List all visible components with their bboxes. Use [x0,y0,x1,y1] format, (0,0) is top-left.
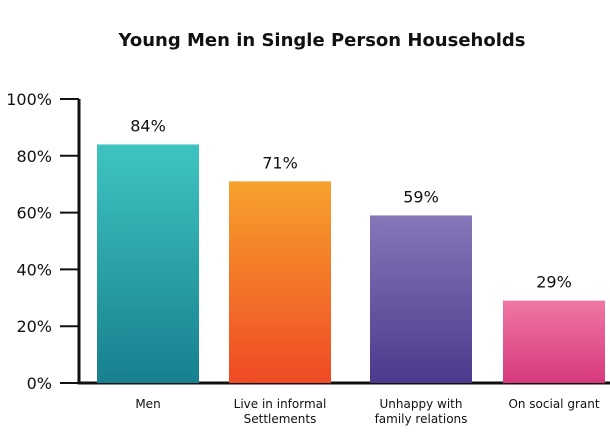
x-tick-label: Men [135,397,160,411]
bar [97,144,199,383]
data-label: 84% [130,116,166,135]
chart-title: Young Men in Single Person Households [117,30,525,51]
x-tick-label: Live in informal Settlements [234,397,327,426]
x-axis-ticks: Men Live in informal Settlements Unhappy wi… [135,397,600,426]
data-label: 71% [262,153,298,172]
x-tick-label: Unhappy with family relations [375,397,468,426]
bar-series [97,144,605,383]
y-tick-label: 80% [16,147,52,166]
bar [503,300,605,383]
y-tick-label: 60% [16,204,52,223]
bar [229,181,331,383]
x-tick-label: On social grant [508,397,599,411]
data-labels: 84% 71% 59% 29% [130,116,572,291]
y-tick-label: 40% [16,260,52,279]
data-label: 29% [536,273,572,292]
y-tick-label: 100% [6,90,52,109]
y-tick-label: 20% [16,317,52,336]
y-tick-label: 0% [27,374,52,393]
y-axis-ticks: 0% 20% 40% 60% 80% 100% [6,90,79,393]
bar [370,215,472,383]
data-label: 59% [403,187,439,206]
